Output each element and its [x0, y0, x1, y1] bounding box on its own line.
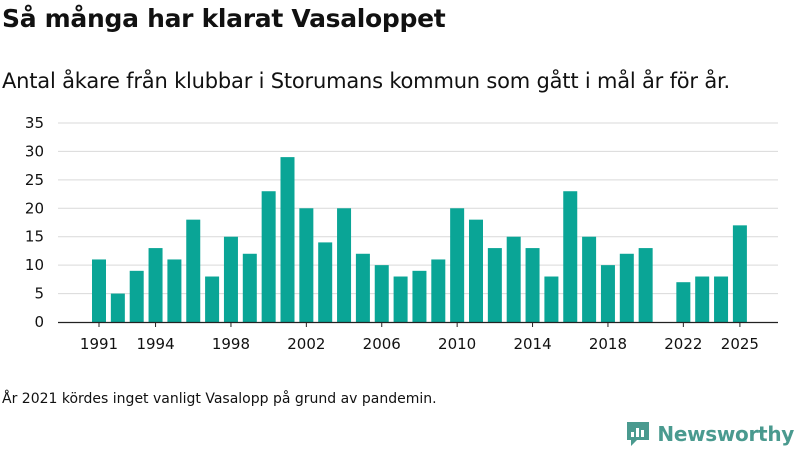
x-tick-label: 1994: [136, 335, 174, 353]
bar-2008: [412, 270, 427, 322]
x-tick-label: 2010: [438, 335, 476, 353]
bar-2022: [676, 282, 691, 322]
brand-logo: Newsworthy: [625, 420, 794, 448]
bar-2015: [544, 276, 559, 322]
y-tick-label: 25: [25, 171, 44, 189]
bar-1996: [186, 219, 201, 322]
chart-title: Så många har klarat Vasaloppet: [2, 4, 446, 33]
y-tick-label: 35: [25, 114, 44, 132]
bar-2002: [299, 208, 314, 322]
bar-2010: [450, 208, 465, 322]
x-axis: 1991 1994 1998 2002 2006 2010 2014 2018 2022 2025: [58, 321, 778, 353]
bar-2013: [506, 236, 521, 322]
bar-2014: [525, 248, 540, 322]
bar-1999: [242, 253, 257, 322]
bar-2019: [619, 253, 634, 322]
bar-2009: [431, 259, 446, 322]
x-tick-label: 1998: [212, 335, 250, 353]
x-tick-label: 2002: [287, 335, 325, 353]
brand-name: Newsworthy: [657, 422, 794, 446]
bars: [92, 157, 747, 322]
bar-2018: [600, 265, 615, 322]
bar-2023: [695, 276, 710, 322]
y-tick-label: 20: [25, 199, 44, 217]
bar-2007: [393, 276, 408, 322]
y-tick-label: 30: [25, 142, 44, 160]
bar-2016: [563, 191, 578, 322]
y-tick-label: 15: [25, 228, 44, 246]
x-tick-label: 2025: [721, 335, 759, 353]
x-tick-label: 2018: [589, 335, 627, 353]
bar-2025: [732, 225, 747, 322]
bar-1994: [148, 248, 163, 322]
x-tick-label: 2022: [664, 335, 702, 353]
chart-subtitle: Antal åkare från klubbar i Storumans kom…: [2, 69, 730, 93]
y-axis-labels: 0 5 10 15 20 25 30 35: [25, 114, 44, 331]
bar-2001: [280, 157, 295, 322]
bar-1992: [110, 293, 125, 322]
bar-2012: [487, 248, 502, 322]
bar-1995: [167, 259, 182, 322]
x-tick-label: 2006: [363, 335, 401, 353]
bar-1997: [205, 276, 220, 322]
bar-2011: [469, 219, 483, 322]
bar-2003: [318, 242, 333, 322]
bar-2005: [355, 253, 370, 322]
bar-2000: [261, 191, 276, 322]
grid-lines: [58, 122, 778, 295]
y-tick-label: 10: [25, 256, 44, 274]
bar-1991: [92, 259, 106, 322]
bar-2017: [582, 236, 597, 322]
y-tick-label: 5: [34, 285, 44, 303]
bar-1993: [129, 270, 144, 322]
footnote: År 2021 kördes inget vanligt Vasalopp på…: [2, 391, 437, 407]
y-tick-label: 0: [34, 313, 44, 331]
bar-2004: [337, 208, 352, 322]
bar-1998: [223, 236, 238, 322]
newsworthy-logo-icon: [627, 422, 650, 446]
x-tick-label: 2014: [513, 335, 551, 353]
x-tick-label: 1991: [80, 335, 118, 353]
bar-2006: [374, 265, 389, 322]
bar-2020: [638, 248, 653, 322]
bar-2024: [714, 276, 729, 322]
